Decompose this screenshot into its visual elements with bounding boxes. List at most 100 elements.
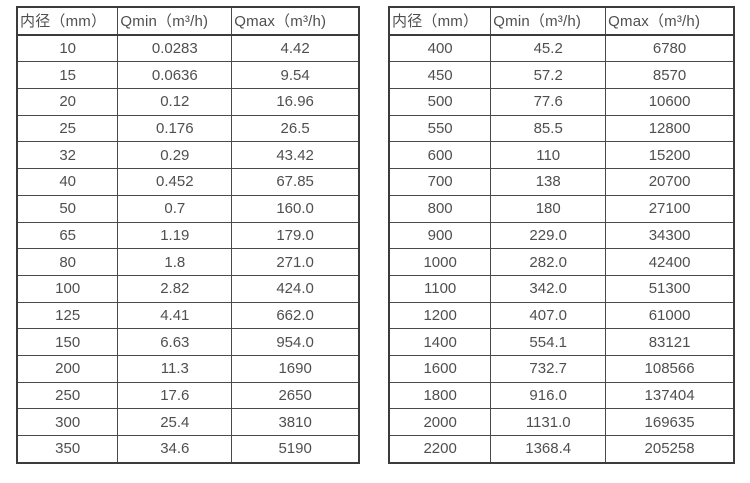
diameter-cell: 150 bbox=[16, 328, 119, 356]
column-header-qmin: Qmin（m³/h) bbox=[117, 6, 233, 36]
qmax-cell: 34300 bbox=[605, 221, 735, 250]
qmin-cell: 0.12 bbox=[117, 88, 233, 116]
qmin-cell: 11.3 bbox=[117, 354, 233, 383]
qmin-cell: 916.0 bbox=[490, 381, 607, 410]
column-header-diameter: 内径（mm） bbox=[16, 6, 119, 36]
table-row: 1000 282.0 42400 bbox=[388, 248, 735, 276]
qmax-cell: 43.42 bbox=[231, 141, 360, 170]
column-header-qmax: Qmax（m³/h) bbox=[605, 6, 735, 36]
table-row: 40 0.452 67.85 bbox=[16, 168, 360, 196]
diameter-cell: 40 bbox=[16, 168, 119, 196]
table-row: 150 6.63 954.0 bbox=[16, 328, 360, 356]
table-row: 125 4.41 662.0 bbox=[16, 301, 360, 330]
diameter-cell: 550 bbox=[388, 114, 492, 143]
qmin-cell: 407.0 bbox=[490, 301, 607, 330]
table-row: 65 1.19 179.0 bbox=[16, 221, 360, 250]
diameter-cell: 1600 bbox=[388, 354, 492, 383]
flow-table-left: 内径（mm） Qmin（m³/h) Qmax（m³/h) 10 0.0283 4.42 15… bbox=[16, 6, 360, 464]
qmin-cell: 4.41 bbox=[117, 301, 233, 330]
diameter-cell: 200 bbox=[16, 354, 119, 383]
table-row: 400 45.2 6780 bbox=[388, 34, 735, 63]
qmax-cell: 424.0 bbox=[231, 274, 360, 303]
column-header-diameter: 内径（mm） bbox=[388, 6, 492, 36]
qmax-cell: 8570 bbox=[605, 61, 735, 90]
table-row: 700 138 20700 bbox=[388, 168, 735, 196]
diameter-cell: 600 bbox=[388, 141, 492, 170]
diameter-cell: 32 bbox=[16, 141, 119, 170]
qmax-cell: 67.85 bbox=[231, 168, 360, 196]
table-row: 2200 1368.4 205258 bbox=[388, 434, 735, 464]
table-row: 20 0.12 16.96 bbox=[16, 88, 360, 116]
table-row: 1800 916.0 137404 bbox=[388, 381, 735, 410]
diameter-cell: 250 bbox=[16, 381, 119, 410]
table-row: 10 0.0283 4.42 bbox=[16, 34, 360, 63]
qmin-cell: 85.5 bbox=[490, 114, 607, 143]
table-row: 80 1.8 271.0 bbox=[16, 248, 360, 276]
table-row: 550 85.5 12800 bbox=[388, 114, 735, 143]
qmax-cell: 954.0 bbox=[231, 328, 360, 356]
qmax-cell: 26.5 bbox=[231, 114, 360, 143]
table-row: 350 34.6 5190 bbox=[16, 434, 360, 464]
header-row: 内径（mm） Qmin（m³/h) Qmax（m³/h) bbox=[16, 6, 360, 36]
diameter-cell: 800 bbox=[388, 194, 492, 223]
qmax-cell: 15200 bbox=[605, 141, 735, 170]
qmax-cell: 137404 bbox=[605, 381, 735, 410]
qmax-cell: 2650 bbox=[231, 381, 360, 410]
diameter-cell: 700 bbox=[388, 168, 492, 196]
diameter-cell: 10 bbox=[16, 34, 119, 63]
qmin-cell: 0.452 bbox=[117, 168, 233, 196]
qmin-cell: 0.7 bbox=[117, 194, 233, 223]
qmin-cell: 1131.0 bbox=[490, 408, 607, 436]
table-row: 50 0.7 160.0 bbox=[16, 194, 360, 223]
qmax-cell: 16.96 bbox=[231, 88, 360, 116]
diameter-cell: 2000 bbox=[388, 408, 492, 436]
table-row: 1600 732.7 108566 bbox=[388, 354, 735, 383]
qmin-cell: 180 bbox=[490, 194, 607, 223]
qmax-cell: 20700 bbox=[605, 168, 735, 196]
qmin-cell: 732.7 bbox=[490, 354, 607, 383]
table-row: 250 17.6 2650 bbox=[16, 381, 360, 410]
diameter-cell: 25 bbox=[16, 114, 119, 143]
qmax-cell: 12800 bbox=[605, 114, 735, 143]
qmin-cell: 45.2 bbox=[490, 34, 607, 63]
qmin-cell: 342.0 bbox=[490, 274, 607, 303]
table-row: 25 0.176 26.5 bbox=[16, 114, 360, 143]
qmax-cell: 10600 bbox=[605, 88, 735, 116]
qmin-cell: 77.6 bbox=[490, 88, 607, 116]
qmin-cell: 17.6 bbox=[117, 381, 233, 410]
table-row: 15 0.0636 9.54 bbox=[16, 61, 360, 90]
diameter-cell: 400 bbox=[388, 34, 492, 63]
qmin-cell: 0.29 bbox=[117, 141, 233, 170]
table-row: 900 229.0 34300 bbox=[388, 221, 735, 250]
diameter-cell: 1200 bbox=[388, 301, 492, 330]
diameter-cell: 20 bbox=[16, 88, 119, 116]
qmax-cell: 9.54 bbox=[231, 61, 360, 90]
qmax-cell: 6780 bbox=[605, 34, 735, 63]
qmin-cell: 57.2 bbox=[490, 61, 607, 90]
qmin-cell: 1.19 bbox=[117, 221, 233, 250]
column-header-qmax: Qmax（m³/h) bbox=[231, 6, 360, 36]
table-row: 1100 342.0 51300 bbox=[388, 274, 735, 303]
qmax-cell: 42400 bbox=[605, 248, 735, 276]
qmax-cell: 169635 bbox=[605, 408, 735, 436]
diameter-cell: 50 bbox=[16, 194, 119, 223]
qmax-cell: 5190 bbox=[231, 434, 360, 464]
qmin-cell: 282.0 bbox=[490, 248, 607, 276]
qmin-cell: 1.8 bbox=[117, 248, 233, 276]
qmin-cell: 0.176 bbox=[117, 114, 233, 143]
qmin-cell: 2.82 bbox=[117, 274, 233, 303]
table-row: 2000 1131.0 169635 bbox=[388, 408, 735, 436]
qmax-cell: 205258 bbox=[605, 434, 735, 464]
qmax-cell: 160.0 bbox=[231, 194, 360, 223]
diameter-cell: 350 bbox=[16, 434, 119, 464]
qmax-cell: 3810 bbox=[231, 408, 360, 436]
qmax-cell: 27100 bbox=[605, 194, 735, 223]
qmin-cell: 6.63 bbox=[117, 328, 233, 356]
qmax-cell: 61000 bbox=[605, 301, 735, 330]
table-row: 500 77.6 10600 bbox=[388, 88, 735, 116]
qmin-cell: 0.0283 bbox=[117, 34, 233, 63]
diameter-cell: 900 bbox=[388, 221, 492, 250]
qmax-cell: 108566 bbox=[605, 354, 735, 383]
diameter-cell: 450 bbox=[388, 61, 492, 90]
